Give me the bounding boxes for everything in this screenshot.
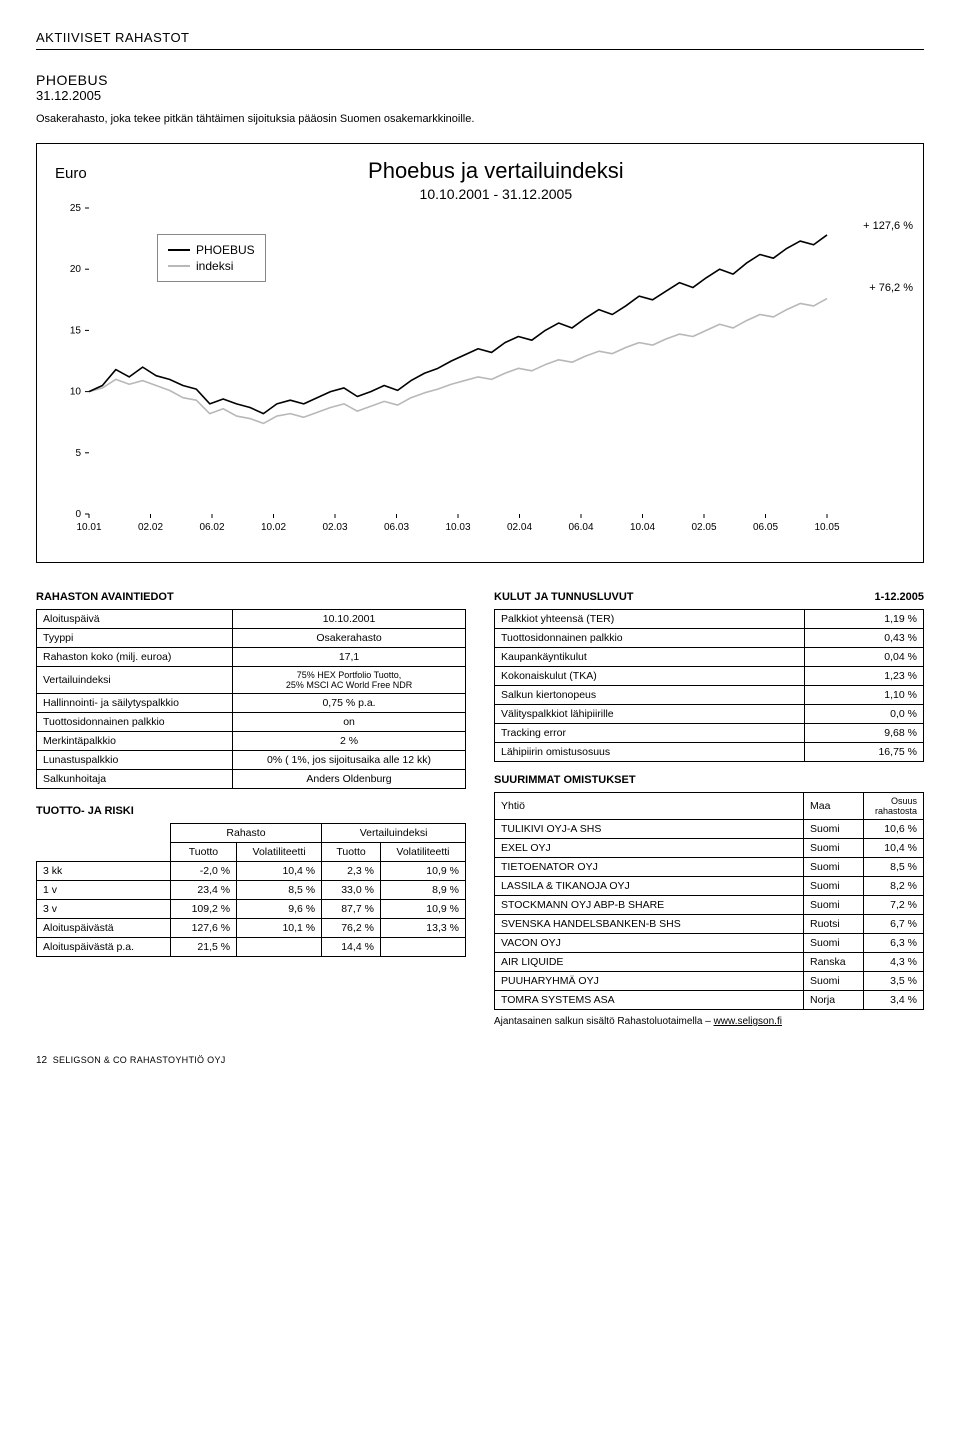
table-row: LASSILA & TIKANOJA OYJSuomi8,2 %: [495, 877, 924, 896]
fund-name: PHOEBUS: [36, 72, 924, 88]
svg-text:06.02: 06.02: [199, 522, 224, 533]
table-row: Aloituspäivästä p.a.21,5 %14,4 %: [37, 938, 466, 957]
table-row: 1 v23,4 %8,5 %33,0 %8,9 %: [37, 881, 466, 900]
svg-text:10.05: 10.05: [814, 522, 839, 533]
svg-text:02.03: 02.03: [322, 522, 347, 533]
kulut-title: KULUT JA TUNNUSLUVUT 1-12.2005: [494, 591, 924, 603]
svg-text:25: 25: [70, 203, 82, 214]
table-row: Välityspalkkiot lähipiirille0,0 %: [495, 705, 924, 724]
chart-title: Phoebus ja vertailuindeksi: [207, 158, 785, 184]
table-row: Kokonaiskulut (TKA)1,23 %: [495, 667, 924, 686]
line-chart: 0 5 10 15 20 25 10.01 02.02 06.02 10.02 02.03 06.03…: [55, 202, 885, 542]
table-row: AIR LIQUIDERanska4,3 %: [495, 953, 924, 972]
fund-description: Osakerahasto, joka tekee pitkän tähtäime…: [36, 113, 924, 125]
table-row: Palkkiot yhteensä (TER)1,19 %: [495, 610, 924, 629]
table-row: TULIKIVI OYJ-A SHSSuomi10,6 %: [495, 820, 924, 839]
right-column: KULUT JA TUNNUSLUVUT 1-12.2005 Palkkiot …: [494, 591, 924, 1027]
holdings-table: YhtiöMaaOsuus rahastostaTULIKIVI OYJ-A S…: [494, 792, 924, 1010]
footer-company: SELIGSON & CO RAHASTOYHTIÖ OYJ: [53, 1055, 226, 1065]
svg-text:06.03: 06.03: [384, 522, 409, 533]
table-row: SVENSKA HANDELSBANKEN-B SHSRuotsi6,7 %: [495, 915, 924, 934]
table-row: VACON OYJSuomi6,3 %: [495, 934, 924, 953]
report-date: 31.12.2005: [36, 88, 924, 103]
footnote-link[interactable]: www.seligson.fi: [714, 1016, 782, 1027]
svg-text:02.05: 02.05: [691, 522, 716, 533]
table-row: Lähipiirin omistusosuus16,75 %: [495, 743, 924, 762]
risk-table: RahastoVertailuindeksiTuottoVolatiliteet…: [36, 823, 466, 957]
svg-text:02.04: 02.04: [507, 522, 532, 533]
table-row: Hallinnointi- ja säilytyspalkkio0,75 % p…: [37, 694, 466, 713]
table-row: Salkun kiertonopeus1,10 %: [495, 686, 924, 705]
kulut-table: Palkkiot yhteensä (TER)1,19 %Tuottosidon…: [494, 609, 924, 762]
table-row: Rahaston koko (milj. euroa)17,1: [37, 648, 466, 667]
page-footer: 12 SELIGSON & CO RAHASTOYHTIÖ OYJ: [36, 1055, 924, 1066]
avaintiedot-table: Aloituspäivä10.10.2001TyyppiOsakerahasto…: [36, 609, 466, 789]
section-title: AKTIIVISET RAHASTOT: [36, 30, 924, 45]
chart-subtitle: 10.10.2001 - 31.12.2005: [207, 186, 785, 202]
svg-text:20: 20: [70, 264, 82, 275]
svg-text:15: 15: [70, 325, 82, 336]
svg-text:0: 0: [75, 509, 81, 520]
table-row: TOMRA SYSTEMS ASANorja3,4 %: [495, 991, 924, 1010]
table-row: TIETOENATOR OYJSuomi8,5 %: [495, 858, 924, 877]
table-row: Tuottosidonnainen palkkio0,43 %: [495, 629, 924, 648]
chart-container: Euro Phoebus ja vertailuindeksi 10.10.20…: [36, 143, 924, 563]
table-row: 3 v109,2 %9,6 %87,7 %10,9 %: [37, 900, 466, 919]
holdings-title: SUURIMMAT OMISTUKSET: [494, 774, 924, 786]
table-row: Tracking error9,68 %: [495, 724, 924, 743]
chart-y-unit: Euro: [55, 165, 87, 182]
table-row: TyyppiOsakerahasto: [37, 629, 466, 648]
avaintiedot-title: RAHASTON AVAINTIEDOT: [36, 591, 466, 603]
table-row: SalkunhoitajaAnders Oldenburg: [37, 770, 466, 789]
table-row: Merkintäpalkkio2 %: [37, 732, 466, 751]
table-row: Kaupankäyntikulut0,04 %: [495, 648, 924, 667]
svg-text:10.01: 10.01: [76, 522, 101, 533]
holdings-footnote: Ajantasainen salkun sisältö Rahastoluota…: [494, 1016, 924, 1027]
page-number: 12: [36, 1055, 47, 1066]
table-row: PUUHARYHMÄ OYJSuomi3,5 %: [495, 972, 924, 991]
table-row: Aloituspäivä10.10.2001: [37, 610, 466, 629]
divider: [36, 49, 924, 50]
svg-text:5: 5: [75, 448, 81, 459]
svg-text:10.04: 10.04: [630, 522, 655, 533]
svg-text:10: 10: [70, 387, 82, 398]
svg-text:06.05: 06.05: [753, 522, 778, 533]
svg-text:02.02: 02.02: [138, 522, 163, 533]
table-row: Lunastuspalkkio0% ( 1%, jos sijoitusaika…: [37, 751, 466, 770]
table-row: Vertailuindeksi75% HEX Portfolio Tuotto,…: [37, 667, 466, 694]
svg-text:10.03: 10.03: [445, 522, 470, 533]
table-row: EXEL OYJSuomi10,4 %: [495, 839, 924, 858]
left-column: RAHASTON AVAINTIEDOT Aloituspäivä10.10.2…: [36, 591, 466, 1027]
table-row: STOCKMANN OYJ ABP-B SHARESuomi7,2 %: [495, 896, 924, 915]
svg-text:06.04: 06.04: [568, 522, 593, 533]
table-row: Tuottosidonnainen palkkioon: [37, 713, 466, 732]
table-row: Aloituspäivästä127,6 %10,1 %76,2 %13,3 %: [37, 919, 466, 938]
svg-text:10.02: 10.02: [261, 522, 286, 533]
risk-title: TUOTTO- JA RISKI: [36, 805, 466, 817]
table-row: 3 kk-2,0 %10,4 %2,3 %10,9 %: [37, 862, 466, 881]
